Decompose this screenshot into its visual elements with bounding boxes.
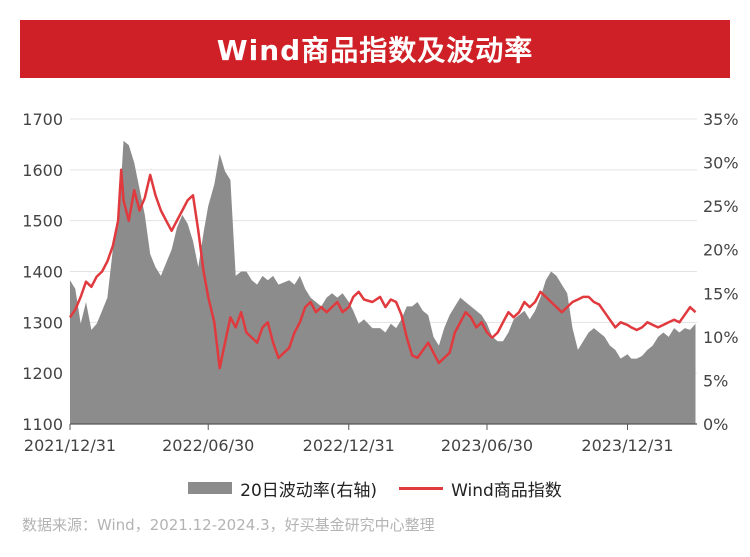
title-bar: Wind商品指数及波动率 [20, 20, 730, 78]
y-left-tick-label: 1300 [22, 313, 63, 332]
y-left-tick-label: 1700 [22, 110, 63, 129]
y-right-tick-label: 35% [703, 110, 739, 129]
legend-item-volatility: 20日波动率(右轴) [188, 476, 377, 501]
y-left-tick-label: 1400 [22, 263, 63, 282]
y-right-tick-label: 20% [703, 241, 739, 260]
x-tick-label: 2022/06/30 [162, 436, 254, 455]
x-tick-label: 2023/12/31 [581, 436, 673, 455]
index-line [68, 168, 697, 370]
legend-swatch-line [399, 486, 444, 490]
y-left-tick-label: 1500 [22, 212, 63, 231]
legend: 20日波动率(右轴) Wind商品指数 [0, 474, 750, 502]
legend-swatch-area [188, 482, 233, 494]
chart-plot: 2021/12/31 2022/06/30 2022/12/31 2023/06/30… [22, 110, 739, 455]
x-tick-label: 2021/12/31 [24, 436, 116, 455]
legend-label-volatility: 20日波动率(右轴) [240, 480, 378, 501]
legend-item-index: Wind商品指数 [399, 476, 562, 501]
y-right-tick-label: 25% [703, 197, 739, 216]
y-left-tick-label: 1100 [22, 415, 63, 434]
volatility-area [70, 140, 696, 425]
x-tick-label: 2023/06/30 [441, 436, 533, 455]
chart-title: Wind商品指数及波动率 [216, 34, 534, 67]
x-tick-label: 2022/12/31 [303, 436, 395, 455]
legend-label-index: Wind商品指数 [451, 480, 562, 501]
y-right-tick-label: 15% [703, 284, 739, 303]
source-note: 数据来源：Wind，2021.12-2024.3，好买基金研究中心整理 [22, 516, 435, 534]
y-right-tick-label: 10% [703, 328, 739, 347]
y-left-tick-label: 1600 [22, 161, 63, 180]
y-right-tick-label: 0% [703, 415, 728, 434]
y-right-tick-label: 5% [703, 371, 728, 390]
y-left-tick-label: 1200 [22, 364, 63, 383]
y-right-tick-label: 30% [703, 154, 739, 173]
